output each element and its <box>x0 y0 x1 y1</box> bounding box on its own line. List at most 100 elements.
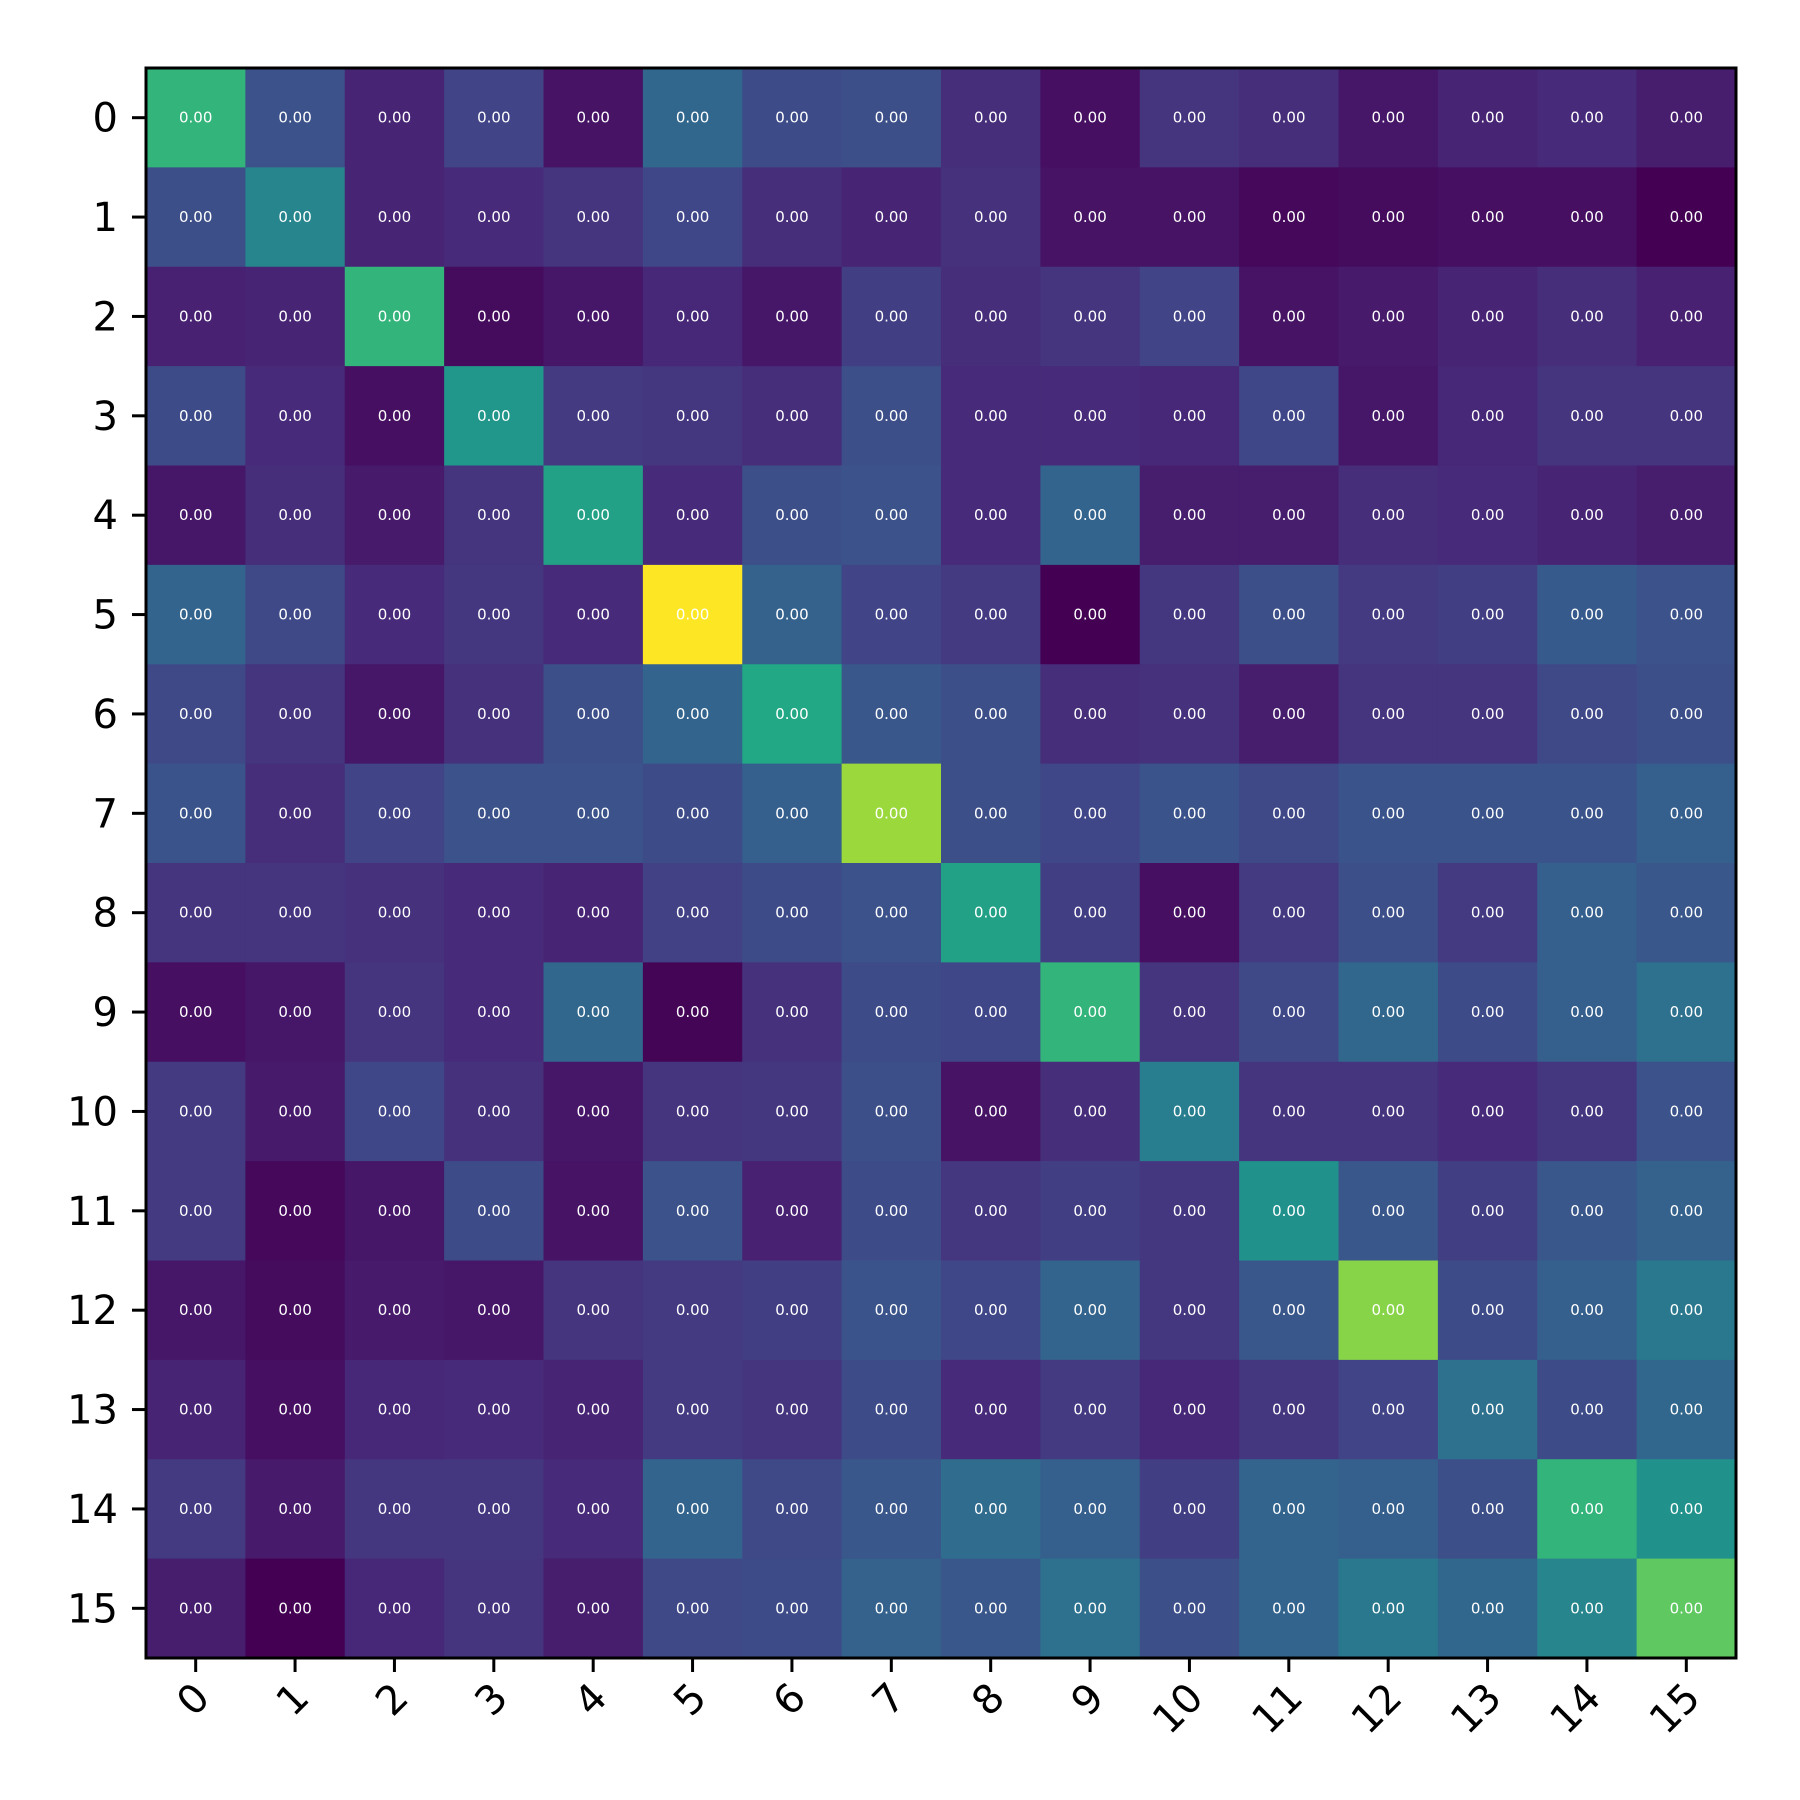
heatmap-cell-r2-c1 <box>245 266 346 367</box>
heatmap-cell-r5-c15 <box>1636 564 1737 665</box>
heatmap-cell-r4-c4 <box>543 465 644 566</box>
cell-value-label: 0.00 <box>1272 407 1305 425</box>
heatmap-cell-r15-c12 <box>1338 1558 1439 1659</box>
heatmap-cell-r3-c11 <box>1239 366 1340 467</box>
y-tick-label: 15 <box>67 1586 118 1632</box>
cell-value-label: 0.00 <box>477 606 510 624</box>
cell-value-label: 0.00 <box>477 1599 510 1617</box>
heatmap-cell-r8-c5 <box>642 863 743 963</box>
cell-value-label: 0.00 <box>875 1003 908 1021</box>
cell-value-label: 0.00 <box>1173 804 1206 822</box>
heatmap-cell-r0-c0 <box>146 68 246 168</box>
heatmap-cell-r15-c14 <box>1537 1558 1638 1659</box>
heatmap-cell-r3-c4 <box>543 366 644 467</box>
cell-value-label: 0.00 <box>1371 109 1404 127</box>
heatmap-cell-r7-c4 <box>543 763 644 864</box>
heatmap-cell-r5-c14 <box>1537 564 1638 665</box>
cell-value-label: 0.00 <box>179 208 212 226</box>
heatmap-cell-r1-c8 <box>941 167 1041 268</box>
cell-value-label: 0.00 <box>974 307 1007 325</box>
cell-value-label: 0.00 <box>1371 506 1404 524</box>
cell-value-label: 0.00 <box>1471 1301 1504 1319</box>
heatmap-cell-r1-c3 <box>444 167 545 268</box>
heatmap-cell-r14-c11 <box>1239 1459 1340 1560</box>
heatmap-cell-r1-c4 <box>543 167 644 268</box>
cell-value-label: 0.00 <box>1471 407 1504 425</box>
x-tick-label: 2 <box>367 1675 418 1726</box>
heatmap-cell-r6-c4 <box>543 664 644 765</box>
heatmap-cell-r1-c2 <box>344 167 445 268</box>
heatmap-cell-r6-c12 <box>1338 664 1439 765</box>
cell-value-label: 0.00 <box>1371 208 1404 226</box>
heatmap-cell-r0-c14 <box>1537 68 1638 168</box>
cell-value-label: 0.00 <box>278 1401 311 1419</box>
heatmap-cell-r15-c9 <box>1040 1558 1141 1659</box>
heatmap-cell-r3-c12 <box>1338 366 1439 467</box>
cell-value-label: 0.00 <box>477 1301 510 1319</box>
heatmap-cell-r7-c5 <box>642 763 743 864</box>
heatmap-cell-r11-c3 <box>444 1161 545 1262</box>
x-tick-label: 8 <box>963 1675 1014 1726</box>
heatmap-cell-r15-c4 <box>543 1558 644 1659</box>
heatmap-cell-r12-c9 <box>1040 1260 1141 1361</box>
cell-value-label: 0.00 <box>1371 904 1404 922</box>
cell-value-label: 0.00 <box>278 1102 311 1120</box>
heatmap-cell-r3-c10 <box>1139 366 1240 467</box>
heatmap-cell-r4-c0 <box>146 465 246 566</box>
heatmap-cell-r1-c13 <box>1437 167 1538 268</box>
y-tick-label: 3 <box>93 394 118 440</box>
heatmap-cell-r10-c13 <box>1437 1061 1538 1162</box>
cell-value-label: 0.00 <box>1570 1202 1603 1220</box>
cell-value-label: 0.00 <box>576 1599 609 1617</box>
heatmap-cell-r10-c11 <box>1239 1061 1340 1162</box>
cell-value-label: 0.00 <box>477 705 510 723</box>
y-tick-label: 4 <box>93 493 118 539</box>
heatmap-cell-r6-c3 <box>444 664 545 765</box>
heatmap-cell-r14-c8 <box>941 1459 1041 1560</box>
cell-value-label: 0.00 <box>1173 208 1206 226</box>
heatmap-cell-r8-c9 <box>1040 863 1141 963</box>
cell-value-label: 0.00 <box>1073 1301 1106 1319</box>
heatmap-cell-r4-c7 <box>841 465 942 566</box>
heatmap-cell-r15-c10 <box>1139 1558 1240 1659</box>
heatmap-cell-r5-c2 <box>344 564 445 665</box>
heatmap-cell-r5-c12 <box>1338 564 1439 665</box>
cell-value-label: 0.00 <box>1570 307 1603 325</box>
heatmap-cell-r3-c5 <box>642 366 743 467</box>
heatmap-cell-r8-c13 <box>1437 863 1538 963</box>
cell-value-label: 0.00 <box>1570 1003 1603 1021</box>
heatmap-cell-r14-c0 <box>146 1459 246 1560</box>
cell-value-label: 0.00 <box>1371 407 1404 425</box>
heatmap-cell-r7-c11 <box>1239 763 1340 864</box>
heatmap-cell-r3-c3 <box>444 366 545 467</box>
heatmap-cell-r10-c14 <box>1537 1061 1638 1162</box>
heatmap-cell-r3-c15 <box>1636 366 1737 467</box>
cell-value-label: 0.00 <box>576 1102 609 1120</box>
cell-value-label: 0.00 <box>1570 606 1603 624</box>
heatmap-cell-r14-c6 <box>742 1459 843 1560</box>
cell-value-label: 0.00 <box>875 606 908 624</box>
cell-value-label: 0.00 <box>1173 506 1206 524</box>
x-tick-label: 11 <box>1243 1675 1312 1744</box>
cell-value-label: 0.00 <box>1173 904 1206 922</box>
heatmap-cell-r7-c13 <box>1437 763 1538 864</box>
heatmap-cell-r2-c7 <box>841 266 942 367</box>
cell-value-label: 0.00 <box>179 804 212 822</box>
cell-value-label: 0.00 <box>278 804 311 822</box>
heatmap-cell-r8-c14 <box>1537 863 1638 963</box>
cell-value-label: 0.00 <box>1173 1202 1206 1220</box>
heatmap-cell-r10-c3 <box>444 1061 545 1162</box>
heatmap-cell-r1-c7 <box>841 167 942 268</box>
cell-value-label: 0.00 <box>278 307 311 325</box>
heatmap-cell-r13-c15 <box>1636 1359 1737 1460</box>
heatmap-cell-r3-c7 <box>841 366 942 467</box>
cell-value-label: 0.00 <box>1173 705 1206 723</box>
cell-value-label: 0.00 <box>1173 1401 1206 1419</box>
cell-value-label: 0.00 <box>676 1301 709 1319</box>
heatmap-cell-r15-c2 <box>344 1558 445 1659</box>
cell-value-label: 0.00 <box>378 904 411 922</box>
cell-value-label: 0.00 <box>1272 506 1305 524</box>
heatmap-cell-r8-c4 <box>543 863 644 963</box>
cell-value-label: 0.00 <box>1073 1202 1106 1220</box>
heatmap-cell-r13-c14 <box>1537 1359 1638 1460</box>
